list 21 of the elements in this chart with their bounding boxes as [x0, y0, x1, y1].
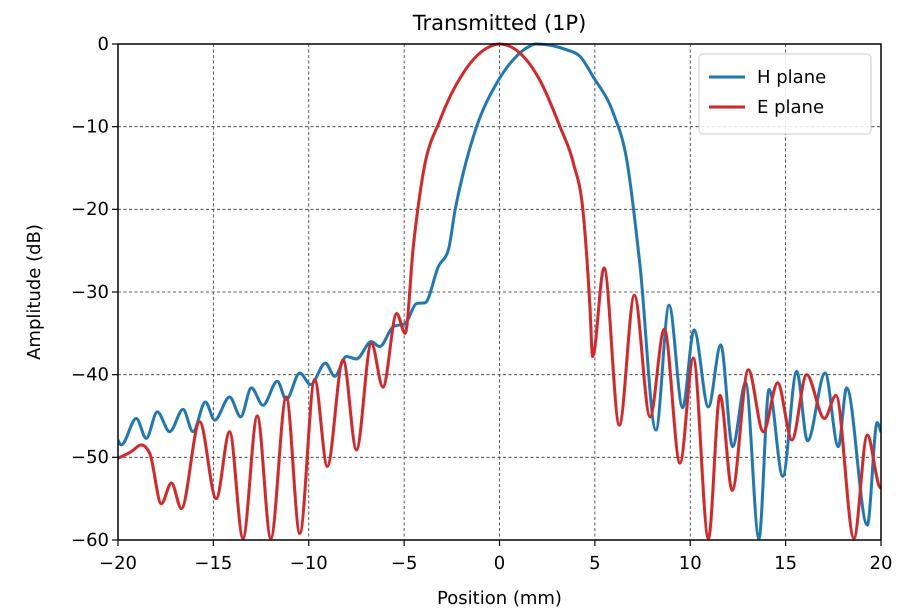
- x-tick-label: −20: [99, 552, 137, 574]
- x-tick-label: 20: [870, 552, 892, 574]
- x-tick-label: −10: [290, 552, 328, 574]
- x-tick-label: 0: [494, 552, 506, 574]
- y-axis-title: Amplitude (dB): [24, 224, 45, 360]
- x-tick-label: 5: [589, 552, 601, 574]
- x-tick-label: −15: [194, 552, 232, 574]
- y-tick-label: −30: [71, 282, 109, 303]
- x-tick-label: 15: [774, 552, 798, 574]
- x-axis-title: Position (mm): [437, 588, 562, 609]
- x-tick-label: −5: [390, 552, 418, 574]
- chart-title: Transmitted (1P): [412, 11, 586, 35]
- y-tick-label: −10: [71, 116, 109, 138]
- y-tick-label: 0: [98, 34, 109, 55]
- x-tick-label: 10: [678, 552, 702, 574]
- legend-label: H plane: [757, 67, 826, 88]
- y-tick-label: −50: [71, 447, 109, 468]
- y-tick-label: −20: [71, 199, 109, 220]
- y-tick-label: −60: [71, 530, 109, 551]
- legend-label: E plane: [757, 97, 824, 118]
- y-tick-label: −40: [71, 364, 109, 386]
